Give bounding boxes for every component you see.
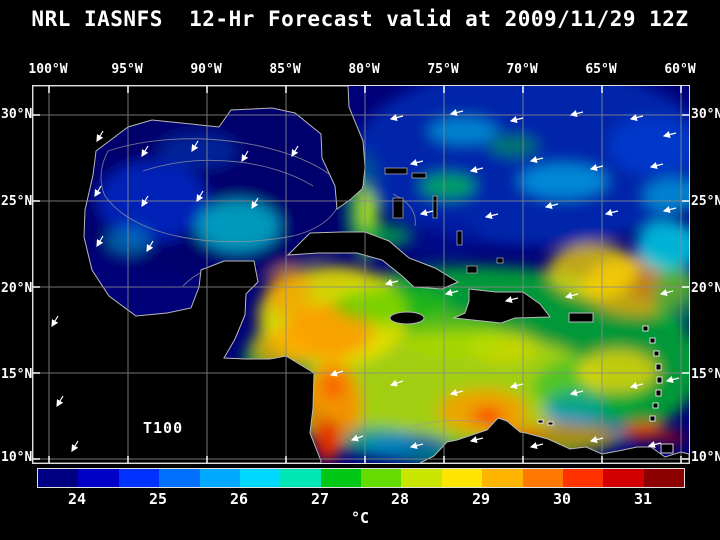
lat-label: 20°N bbox=[1, 281, 33, 296]
colorbar-tick: 31 bbox=[633, 490, 653, 508]
lat-label: 30°N bbox=[1, 107, 33, 122]
forecast-map: T100 bbox=[33, 86, 689, 463]
map-frame: T100 bbox=[32, 85, 690, 464]
lon-label: 60°W bbox=[664, 62, 696, 77]
hispaniola bbox=[452, 288, 551, 324]
lesser-antilles bbox=[537, 325, 674, 454]
north-central-america bbox=[33, 86, 366, 463]
colorbar-tick: 27 bbox=[310, 490, 330, 508]
colorbar-segment bbox=[401, 469, 442, 487]
colorbar-segment bbox=[441, 469, 483, 487]
colorbar-segment bbox=[118, 469, 160, 487]
colorbar-segment bbox=[38, 469, 79, 487]
lon-label: 65°W bbox=[585, 62, 617, 77]
colorbar-segment bbox=[78, 469, 119, 487]
lat-label: 15°N bbox=[691, 367, 720, 382]
jamaica bbox=[389, 311, 425, 325]
lat-label: 15°N bbox=[1, 367, 33, 382]
colorbar-segment bbox=[199, 469, 240, 487]
lat-label: 25°N bbox=[691, 194, 720, 209]
colorbar-segment bbox=[643, 469, 684, 487]
bahamas bbox=[384, 167, 504, 274]
colorbar-tick: 28 bbox=[390, 490, 410, 508]
colorbar-tick: 25 bbox=[148, 490, 168, 508]
colorbar bbox=[37, 468, 685, 488]
colorbar-segment bbox=[603, 469, 644, 487]
field-label: T100 bbox=[143, 419, 183, 437]
lat-label: 30°N bbox=[691, 107, 720, 122]
colorbar-tick: 24 bbox=[67, 490, 87, 508]
wind-arrows bbox=[51, 109, 680, 453]
colorbar-segment bbox=[482, 469, 523, 487]
colorbar-segment bbox=[239, 469, 281, 487]
lon-label: 95°W bbox=[111, 62, 143, 77]
grid-lines bbox=[33, 86, 689, 463]
colorbar-segment bbox=[361, 469, 402, 487]
colorbar-segment bbox=[159, 469, 200, 487]
lon-label: 90°W bbox=[190, 62, 222, 77]
colorbar-tick: 26 bbox=[229, 490, 249, 508]
lat-label: 10°N bbox=[691, 450, 720, 465]
colorbar-segment bbox=[280, 469, 321, 487]
lon-label: 70°W bbox=[506, 62, 538, 77]
figure-title: NRL IASNFS 12-Hr Forecast valid at 2009/… bbox=[31, 7, 689, 31]
colorbar-segment bbox=[562, 469, 604, 487]
lon-label: 80°W bbox=[348, 62, 380, 77]
axis-ticks bbox=[33, 86, 689, 463]
colorbar-unit-label: °C bbox=[350, 509, 370, 527]
colorbar-segment bbox=[522, 469, 563, 487]
lat-label: 25°N bbox=[1, 194, 33, 209]
colorbar-tick: 29 bbox=[471, 490, 491, 508]
colorbar-tick: 30 bbox=[552, 490, 572, 508]
lon-label: 75°W bbox=[427, 62, 459, 77]
lon-label: 85°W bbox=[269, 62, 301, 77]
lat-label: 10°N bbox=[1, 450, 33, 465]
colorbar-segment bbox=[320, 469, 361, 487]
lon-label: 100°W bbox=[28, 62, 68, 77]
south-america bbox=[419, 417, 689, 463]
lat-label: 20°N bbox=[691, 281, 720, 296]
puerto-rico bbox=[568, 312, 594, 323]
